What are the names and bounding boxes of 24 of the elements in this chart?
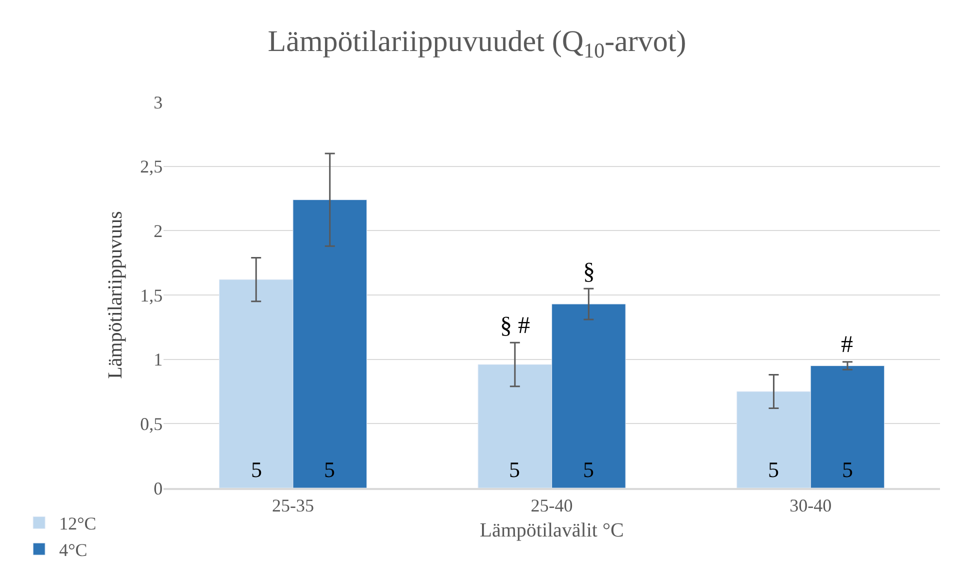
y-tick-label: 1 xyxy=(154,350,163,370)
x-axis-title: Lämpötilavälit °C xyxy=(480,519,624,542)
y-tick-label: 2,5 xyxy=(140,156,163,177)
annotation: 5 xyxy=(583,457,594,482)
annotation: 5 xyxy=(509,457,520,482)
y-tick-label: 0,5 xyxy=(140,414,163,434)
annotation: 5 xyxy=(324,457,335,482)
x-tick-label: 30-40 xyxy=(790,495,832,516)
legend-label: 12°C xyxy=(59,514,96,534)
y-axis-title: Lämpötilariippuvuus xyxy=(104,210,127,379)
x-tick-label: 25-40 xyxy=(530,495,573,516)
annotation: § # xyxy=(500,313,530,339)
y-tick-label: 1,5 xyxy=(140,285,163,306)
annotation: § xyxy=(583,259,595,285)
annotation: 5 xyxy=(251,457,262,482)
y-tick-label: 2 xyxy=(154,220,163,241)
y-tick-label: 3 xyxy=(154,92,163,112)
annotation: # xyxy=(841,332,853,358)
x-tick-label: 25-35 xyxy=(272,495,314,516)
legend-label: 4°C xyxy=(59,540,88,560)
annotation: 5 xyxy=(842,457,853,482)
y-tick-label: 0 xyxy=(154,478,163,498)
annotation: 5 xyxy=(768,457,779,482)
chart-title: Lämpötilariippuvuudet (Q$_{10}$-arvot) xyxy=(268,25,686,62)
